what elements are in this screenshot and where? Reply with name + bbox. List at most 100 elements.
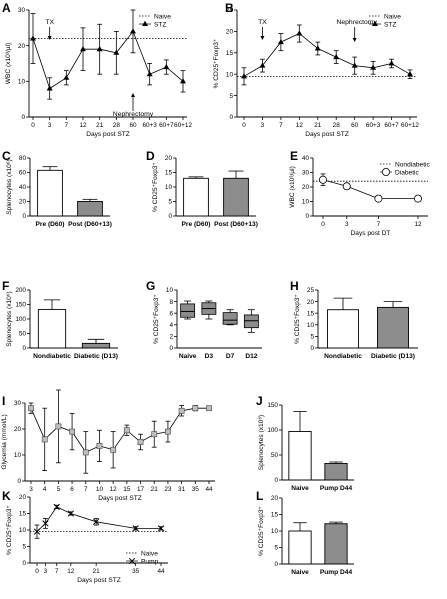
y-tick-label: 60 [19,170,27,177]
y-tick-label: 10 [271,528,279,535]
x-tick-label: 0 [321,221,325,228]
x-tick-label: 6 [70,486,74,493]
data-point [33,528,41,535]
x-tick-label: 3 [261,122,265,129]
x-tick-label: 12 [414,221,422,228]
series-line [243,33,411,77]
y-axis-label: % CD25⁺Foxp3⁺ [258,506,265,556]
bar [377,306,409,349]
x-tick-label: 44 [205,486,213,493]
legend-label: Naive [384,13,401,20]
panel-label-i: I [2,394,5,408]
data-point [241,73,247,79]
legend-label: Diabetic [395,169,420,176]
y-tick-label: 20 [271,495,279,502]
data-point [351,62,358,68]
y-tick-label: 0 [305,213,309,220]
x-tick-label: 35 [192,486,200,493]
x-tick-label: D12 [245,353,257,360]
y-tick-label: 0 [310,345,314,352]
x-tick-label: 12 [110,486,118,493]
data-point [28,405,34,412]
y-tick-label: 6 [169,310,173,317]
chart-G: 0 2 4 6 8 10 % CD25⁺Foxp3⁺ Naive D3 D7 D12 [153,287,262,360]
y-tick-label: 10 [166,287,174,294]
y-axis-label: Splenocytes (x10⁶) [6,159,13,215]
x-tick-label: 60 [129,122,137,129]
series-line [322,179,418,199]
data-point [370,64,377,70]
y-tick-label: 10 [307,322,315,329]
y-tick-label: 20 [14,426,22,433]
y-axis-label: % CD25⁺Foxp3⁺ [153,294,160,344]
y-axis-label: WBC (x10³/µl) [289,166,296,208]
panel-label-d: D [146,149,155,163]
x-tick-label: 4 [43,486,47,493]
y-tick-label: 20 [302,184,310,191]
x-tick-label: Naive [291,569,309,576]
chart-H: 0 5 10 15 20 25 % CD25⁺Foxp3⁺ Nondiabetic Diabet… [294,287,418,360]
x-tick-label: Naive [291,485,309,492]
bar [288,431,312,481]
panel-label-e: E [290,149,298,163]
panel-label-l: L [256,489,263,503]
data-point [110,446,117,453]
y-tick-label: 2 [169,334,173,341]
y-tick-label: 0 [22,213,26,220]
data-point [128,557,136,565]
x-tick-label: 23 [164,486,172,493]
x-tick-label: D3 [205,353,214,360]
panel-label-b: B [225,1,234,15]
data-point [93,518,100,525]
x-tick-label: Nondiabetic [33,353,71,360]
y-tick-label: 20 [19,494,27,501]
panel-label-a: A [2,1,11,15]
x-tick-label: Pump D44 [320,569,353,576]
chart-I: 0 10 20 30 Glycemia (mmol/L) 3 4 5 6 7 10 12 15 17 21 2… [1,389,215,502]
data-point [132,525,139,532]
x-tick-label: Naive [179,353,197,360]
data-point [82,449,89,456]
x-tick-label: 10 [96,486,104,493]
legend-label: Nondiabetic [395,161,431,168]
annotation-arrowhead [47,36,52,40]
data-point [42,520,49,527]
x-tick-label: D7 [226,353,235,360]
x-tick-label: 60+12 [174,122,192,129]
y-tick-label: 0 [168,213,172,220]
x-tick-label: Post (D60+13) [68,221,112,228]
y-tick-label: 0 [22,560,26,567]
bar [327,309,359,349]
y-tick-label: 5 [22,544,26,551]
x-tick-label: 21 [96,122,104,129]
legend-label: STZ [154,21,166,28]
bar [81,342,111,349]
x-tick-label: 3 [345,221,349,228]
x-tick-label: 7 [55,568,59,575]
x-tick-label: 12 [79,122,87,129]
x-tick-label: 7 [279,122,283,129]
y-tick-label: 10 [226,71,234,78]
legend-label: Naive [154,13,171,20]
x-tick-label: Pre (D60) [36,221,65,228]
y-tick-label: 15 [19,511,27,518]
x-tick-label: 3 [29,486,33,493]
panel-label-g: G [146,279,155,293]
x-tick-label: 21 [314,122,322,129]
y-tick-label: 5 [310,334,314,341]
y-tick-label: 100 [15,316,26,323]
data-point [146,71,153,77]
x-tick-label: Nondiabetic [324,353,362,360]
y-axis-label: WBC (x10³/µl) [5,43,12,85]
y-tick-label: 15 [226,50,234,57]
x-axis-label: Days post STZ [77,577,121,584]
chart-L: 0 5 10 15 20 % CD25⁺Foxp3⁺ Naive Pump D44 [258,495,354,576]
data-point [165,428,171,435]
x-tick-label: Diabetic (D13) [371,353,415,360]
data-point [63,74,70,80]
y-tick-label: 4 [169,322,173,329]
y-tick-label: 10 [14,452,22,459]
x-tick-label: 60+7 [384,122,399,129]
data-point [259,62,266,68]
